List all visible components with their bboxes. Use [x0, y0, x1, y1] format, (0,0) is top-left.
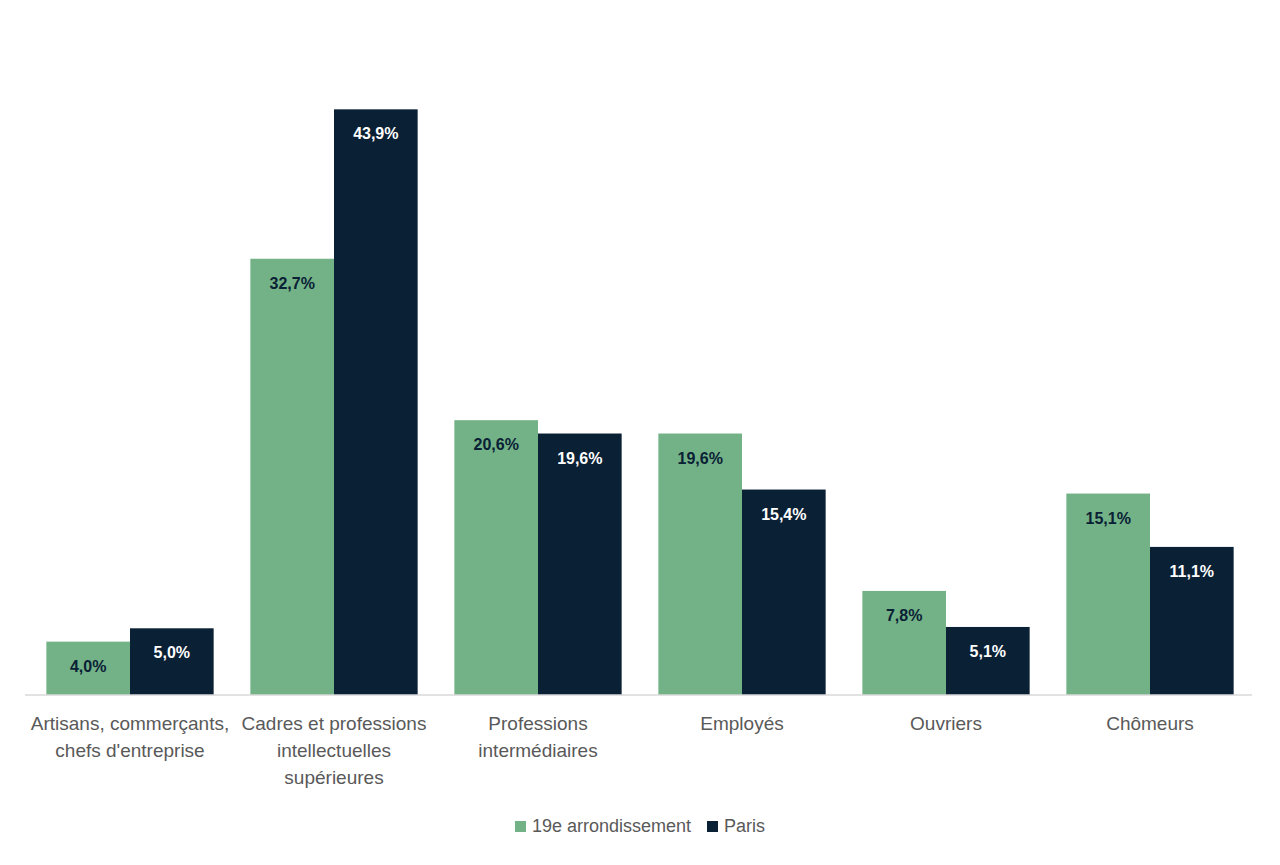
- legend-item: Paris: [707, 816, 765, 837]
- bar: [946, 627, 1030, 695]
- bar: [334, 109, 418, 695]
- category-label: Employés: [637, 710, 847, 737]
- data-label: 4,0%: [70, 658, 106, 675]
- category-label: Artisans, commerçants, chefs d'entrepris…: [25, 710, 235, 764]
- data-label: 7,8%: [886, 607, 922, 624]
- bar: [250, 259, 334, 695]
- legend-item: 19e arrondissement: [515, 816, 691, 837]
- bar: [46, 642, 130, 695]
- legend-label: Paris: [724, 816, 765, 836]
- category-label: Professions intermédiaires: [433, 710, 643, 764]
- category-label: Chômeurs: [1045, 710, 1255, 737]
- x-axis: [25, 694, 1252, 696]
- bar: [658, 434, 742, 695]
- data-label: 19,6%: [677, 450, 722, 467]
- data-labels: 4,0% 32,7% 20,6% 19,6% 7,8% 15,1% 5,0% 43,9% 19,…: [70, 125, 1214, 674]
- legend: 19e arrondissement Paris: [0, 816, 1280, 837]
- data-label: 15,1%: [1085, 510, 1130, 527]
- legend-label: 19e arrondissement: [532, 816, 691, 836]
- bar: [1066, 494, 1150, 695]
- legend-swatch: [707, 821, 718, 832]
- legend-swatch: [515, 821, 526, 832]
- category-label: Cadres et professions intellectuelles su…: [229, 710, 439, 791]
- data-label: 15,4%: [761, 506, 806, 523]
- data-label: 11,1%: [1170, 563, 1214, 580]
- data-label: 19,6%: [557, 450, 602, 467]
- bar: [862, 591, 946, 695]
- bar: [1150, 547, 1234, 695]
- bar: [130, 628, 214, 695]
- bars: [46, 109, 1233, 695]
- data-label: 43,9%: [353, 125, 398, 142]
- data-label: 32,7%: [269, 275, 314, 292]
- data-label: 5,0%: [154, 644, 190, 661]
- data-label: 20,6%: [473, 436, 518, 453]
- bar: [454, 420, 538, 695]
- data-label: 5,1%: [970, 643, 1006, 660]
- category-label: Ouvriers: [841, 710, 1051, 737]
- bar: [538, 434, 622, 695]
- bar: [742, 490, 826, 695]
